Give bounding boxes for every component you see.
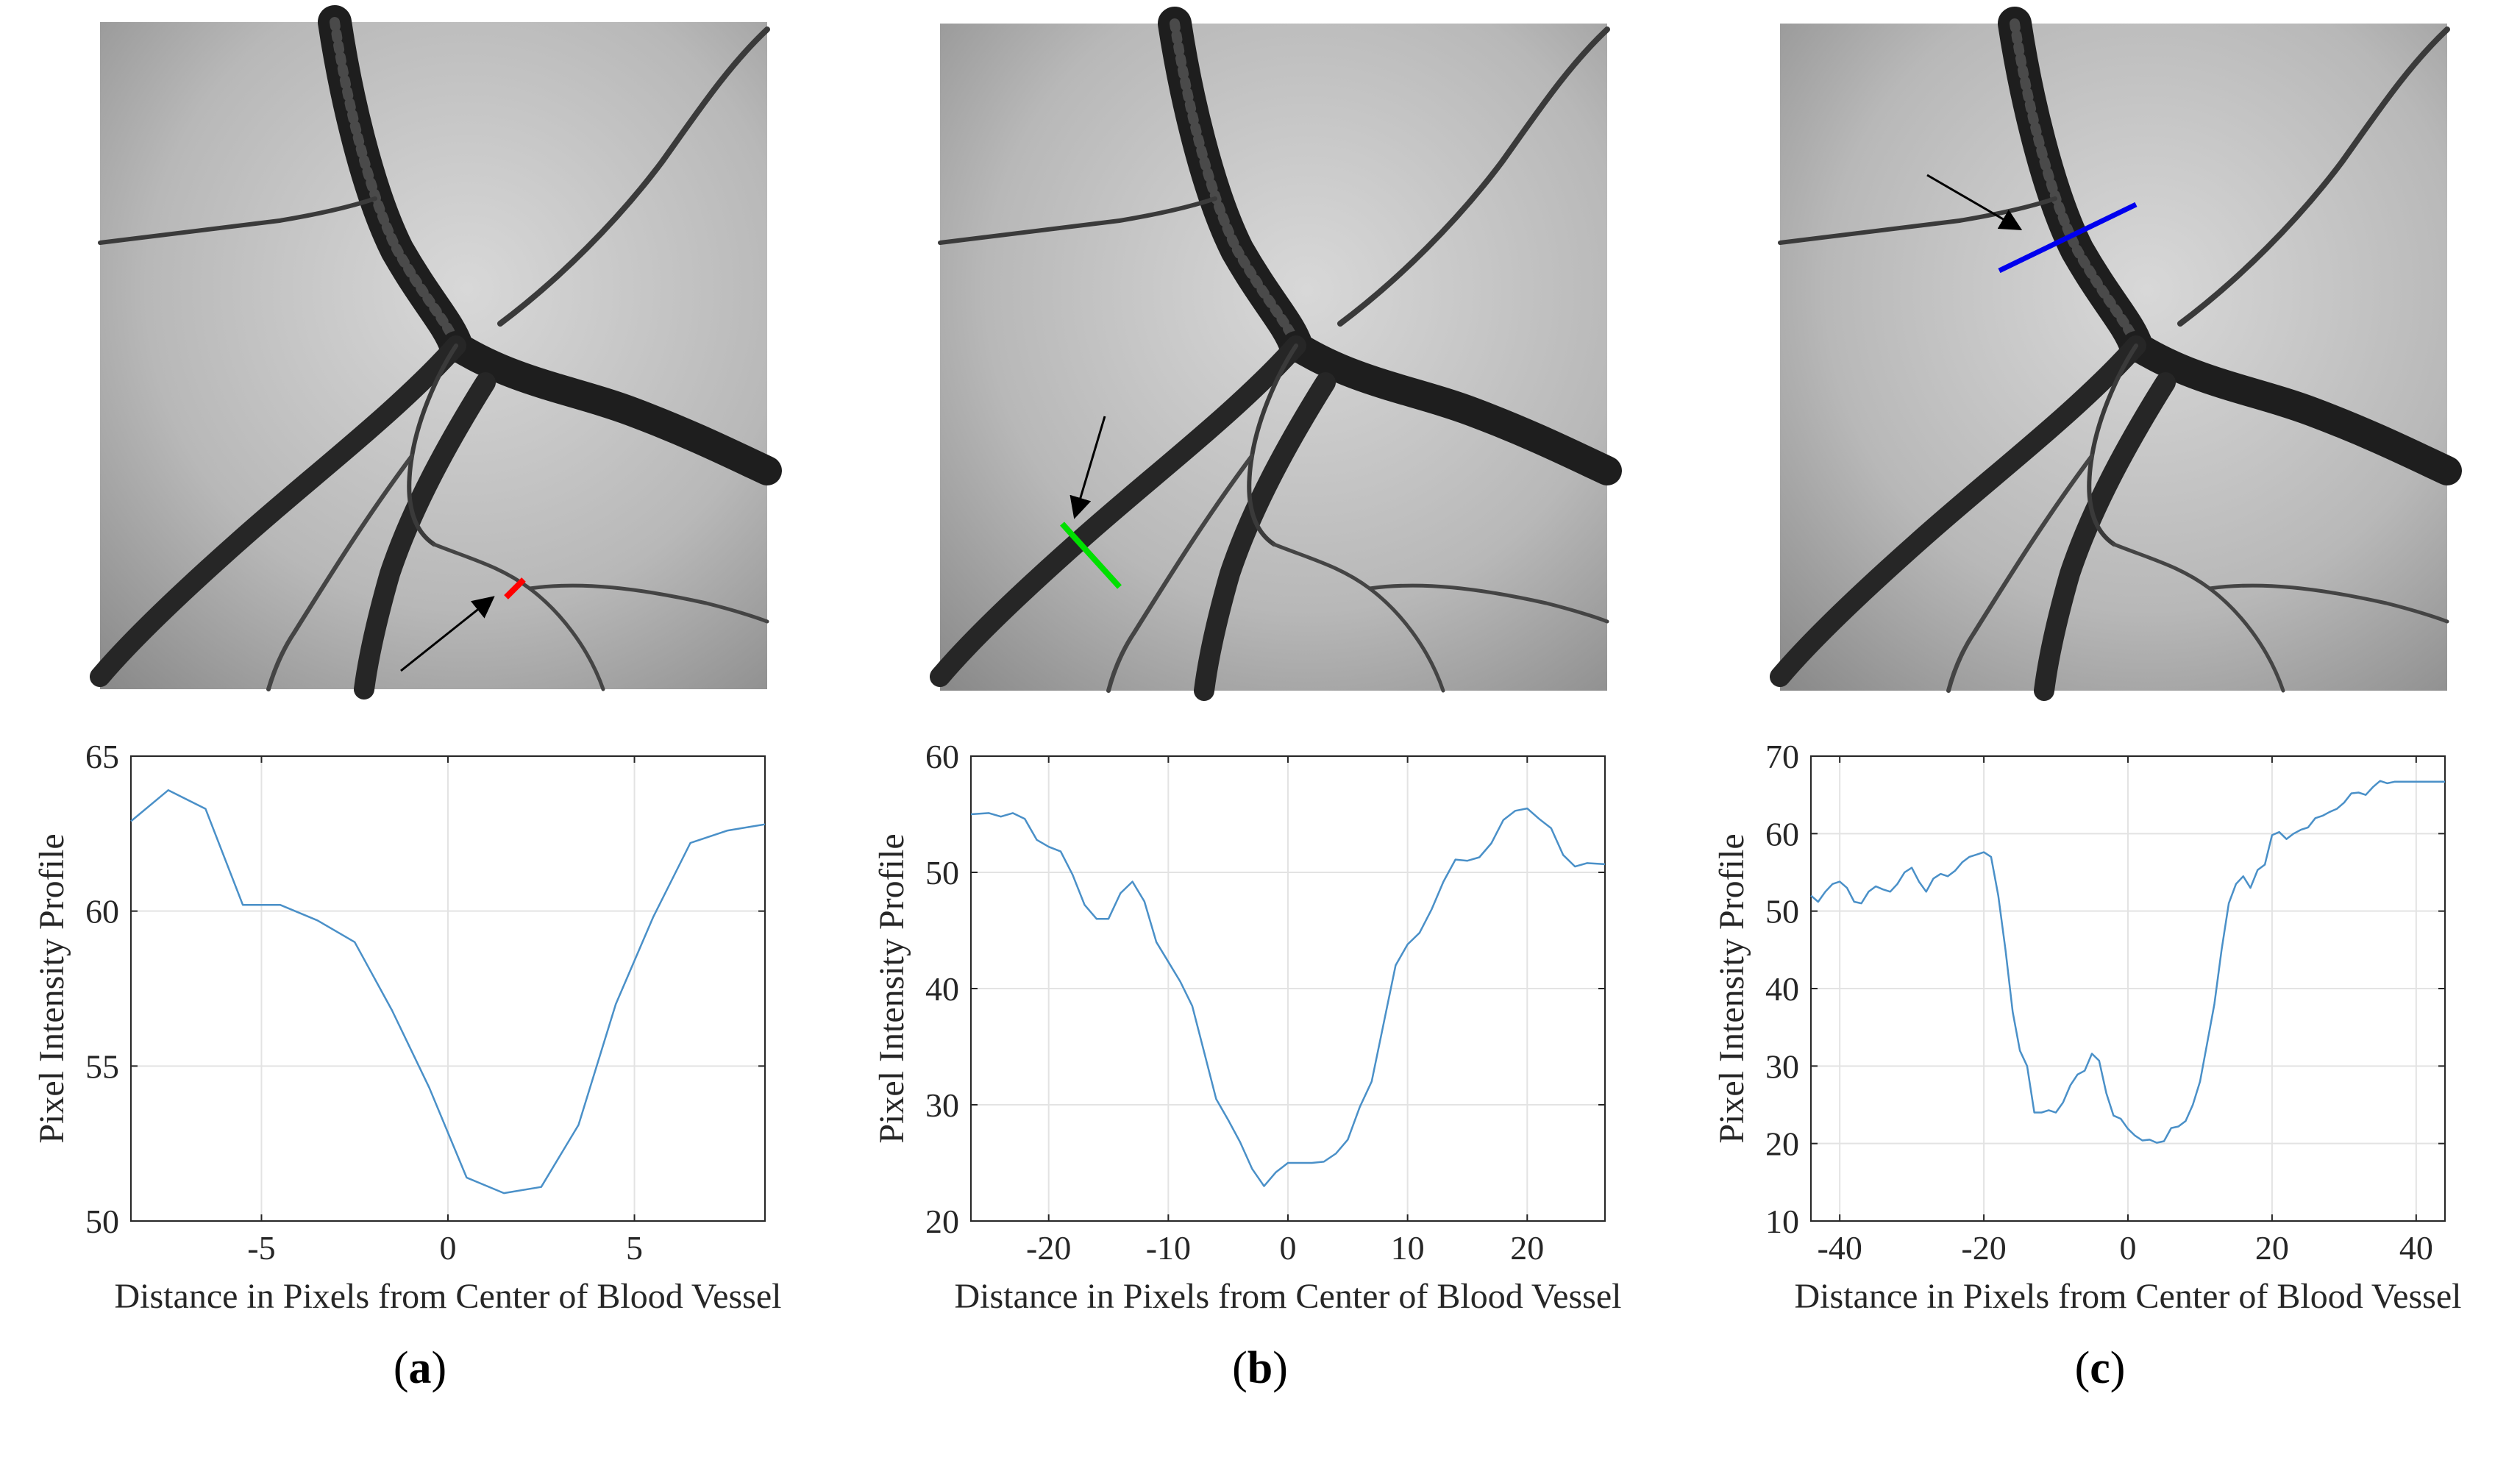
- panel-a: -5 0 5 50 55 60 65 Distance in Pixels from Cent…: [0, 0, 840, 1463]
- fundus-image-b: [930, 7, 1622, 701]
- x-tick-label: -40: [1818, 1229, 1862, 1267]
- panel-c: -40 -20 0 20 40 10 20 30 40 50 60 70 Distance in Pix…: [1680, 0, 2520, 1463]
- y-axis-label: Pixel Intensity Profile: [32, 833, 71, 1143]
- fundus-image-c: [1770, 7, 2462, 701]
- arrow-icon: [1926, 174, 2023, 231]
- y-tick-label: 20: [1765, 1125, 1799, 1163]
- panel-c-svg: -40 -20 0 20 40 10 20 30 40 50 60 70 Distance in Pix…: [1712, 7, 2462, 1316]
- x-axis-label: Distance in Pixels from Center of Blood …: [115, 1277, 782, 1316]
- y-tick-label: 30: [925, 1086, 959, 1124]
- arrow-icon: [1069, 416, 1106, 519]
- y-tick-label: 50: [1765, 893, 1799, 930]
- y-tick-label: 60: [1765, 815, 1799, 852]
- profile-marker-b: [1060, 522, 1122, 589]
- arrow-icon: [400, 596, 495, 672]
- x-tick-label: -20: [1961, 1229, 2006, 1267]
- x-tick-label: 10: [1391, 1229, 1425, 1267]
- caption-b: (b): [1232, 1343, 1288, 1393]
- chart-b: -20 -10 0 10 20 20 30 40 50 60 Distance in Pixels …: [872, 738, 1621, 1316]
- x-axis-label: Distance in Pixels from Center of Blood …: [1795, 1277, 2462, 1316]
- y-axis-label: Pixel Intensity Profile: [872, 833, 911, 1143]
- x-tick-label: 40: [2399, 1229, 2433, 1267]
- panel-a-svg: -5 0 5 50 55 60 65 Distance in Pixels from Cent…: [32, 5, 782, 1316]
- chart-a: -5 0 5 50 55 60 65 Distance in Pixels from Cent…: [32, 738, 781, 1316]
- y-tick-label: 55: [85, 1047, 119, 1085]
- x-tick-label: 0: [1280, 1229, 1297, 1267]
- series-line: [970, 807, 1606, 1187]
- x-tick-label: 20: [1510, 1229, 1544, 1267]
- y-tick-label: 60: [925, 738, 959, 775]
- profile-marker-a: [504, 577, 526, 599]
- y-axis-label: Pixel Intensity Profile: [1712, 833, 1751, 1143]
- caption-c: (c): [2074, 1343, 2126, 1393]
- series-line: [130, 789, 766, 1195]
- x-axis-label: Distance in Pixels from Center of Blood …: [955, 1277, 1622, 1316]
- y-tick-label: 40: [1765, 970, 1799, 1008]
- y-tick-label: 50: [925, 854, 959, 891]
- x-tick-label: 0: [440, 1229, 457, 1267]
- profile-marker-c: [1998, 202, 2138, 274]
- caption-a: (a): [393, 1343, 447, 1393]
- x-tick-label: 0: [2120, 1229, 2137, 1267]
- y-tick-label: 40: [925, 970, 959, 1008]
- y-tick-label: 10: [1765, 1203, 1799, 1240]
- x-tick-label: -20: [1026, 1229, 1071, 1267]
- y-tick-label: 70: [1765, 738, 1799, 775]
- fundus-image-a: [90, 5, 782, 700]
- x-tick-label: -5: [247, 1229, 275, 1267]
- series-line: [1810, 780, 2445, 1144]
- panel-b: -20 -10 0 10 20 20 30 40 50 60 Distance in Pixels …: [840, 0, 1680, 1463]
- y-tick-label: 65: [85, 738, 119, 775]
- x-tick-label: 5: [626, 1229, 643, 1267]
- chart-c: -40 -20 0 20 40 10 20 30 40 50 60 70 Distance in Pix…: [1712, 738, 2461, 1316]
- y-tick-label: 30: [1765, 1047, 1799, 1085]
- y-tick-label: 20: [925, 1203, 959, 1240]
- x-tick-label: -10: [1146, 1229, 1191, 1267]
- y-tick-label: 60: [85, 893, 119, 930]
- panel-b-svg: -20 -10 0 10 20 20 30 40 50 60 Distance in Pixels …: [872, 7, 1622, 1316]
- y-tick-label: 50: [85, 1203, 119, 1240]
- x-tick-label: 20: [2255, 1229, 2289, 1267]
